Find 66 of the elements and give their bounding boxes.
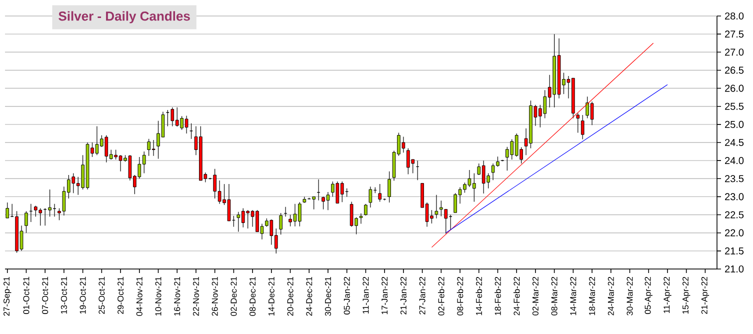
y-tick-label: 24.5: [725, 138, 744, 146]
y-tick-label: 25.0: [725, 120, 744, 128]
candlestick: [378, 184, 382, 202]
chart-title: Silver - Daily Candles: [58, 11, 190, 24]
x-tick-label: 27-Sep-21: [4, 276, 12, 316]
x-tick-label: 21-Jan-22: [400, 276, 406, 314]
x-tick-label: 20-Dec-21: [287, 276, 294, 316]
x-tick-label: 30-Mar-22: [626, 276, 633, 316]
x-tick-label: 11-Apr-22: [664, 276, 672, 314]
y-tick-label: 26.0: [725, 84, 744, 92]
x-tick-label: 13-Oct-21: [60, 276, 67, 314]
y-tick-label: 26.5: [725, 66, 744, 74]
candlestick: [359, 213, 363, 224]
x-tick-label: 11-Jan-22: [362, 276, 369, 314]
x-tick-label: 05-Jan-22: [344, 276, 350, 314]
candlestick: [576, 112, 580, 134]
y-tick-label: 27.5: [725, 30, 744, 38]
x-tick-label: 07-Oct-21: [42, 276, 48, 314]
x-tick-label: 18-Feb-22: [494, 276, 501, 316]
x-tick-label: 19-Oct-21: [80, 276, 86, 314]
x-tick-label: 30-Dec-21: [324, 276, 332, 316]
x-tick-label: 08-Dec-21: [250, 276, 256, 316]
x-tick-label: 27-Jan-22: [419, 276, 426, 314]
candlestick: [6, 202, 10, 218]
x-tick-label: 08-Mar-22: [551, 276, 558, 316]
x-tick-label: 10-Nov-21: [155, 276, 162, 316]
candlestick: [364, 204, 368, 216]
y-tick-label: 22.0: [725, 229, 744, 236]
y-tick-label: 22.5: [725, 211, 744, 218]
x-tick-label: 14-Feb-22: [476, 276, 482, 316]
x-tick-label: 05-Apr-22: [644, 276, 652, 314]
y-tick-label: 25.5: [725, 102, 744, 110]
x-tick-label: 25-Oct-21: [98, 276, 105, 314]
candlestick: [434, 194, 438, 219]
x-tick-label: 22-Nov-21: [192, 276, 199, 316]
x-tick-label: 24-Feb-22: [513, 276, 520, 316]
candlestick: [368, 186, 372, 208]
x-tick-label: 24-Dec-21: [306, 276, 312, 316]
x-tick-label: 16-Nov-21: [174, 276, 180, 316]
x-tick-label: 14-Dec-21: [268, 276, 274, 316]
y-tick-label: 27.0: [725, 48, 744, 56]
candlestick: [388, 171, 391, 203]
x-tick-label: 24-Mar-22: [608, 276, 614, 316]
x-tick-label: 21-Apr-22: [701, 276, 710, 314]
y-tick-label: 23.5: [725, 175, 744, 182]
y-tick-label: 23.0: [725, 193, 744, 200]
x-tick-label: 02-Feb-22: [438, 276, 444, 316]
x-tick-label: 15-Apr-22: [682, 276, 690, 314]
x-tick-label: 01-Oct-21: [23, 276, 30, 314]
candlestick: [580, 114, 584, 140]
candlestick: [24, 210, 28, 234]
x-tick-label: 18-Mar-22: [589, 276, 596, 316]
y-tick-label: 24.0: [725, 157, 744, 164]
candlestick: [279, 212, 283, 235]
x-tick-label: 14-Mar-22: [570, 276, 576, 316]
y-tick-label: 21.0: [725, 265, 744, 273]
x-tick-label: 17-Jan-22: [382, 276, 388, 314]
y-tick-label: 28.0: [725, 12, 744, 20]
x-tick-label: 02-Mar-22: [532, 276, 538, 316]
x-tick-label: 02-Dec-21: [230, 276, 237, 316]
x-tick-label: 29-Oct-21: [118, 276, 124, 314]
candlestick: [190, 123, 193, 140]
y-tick-label: 21.5: [725, 247, 744, 254]
x-tick-label: 04-Nov-21: [136, 276, 142, 316]
x-tick-label: 08-Feb-22: [456, 276, 464, 316]
x-tick-label: 26-Nov-21: [212, 276, 218, 316]
